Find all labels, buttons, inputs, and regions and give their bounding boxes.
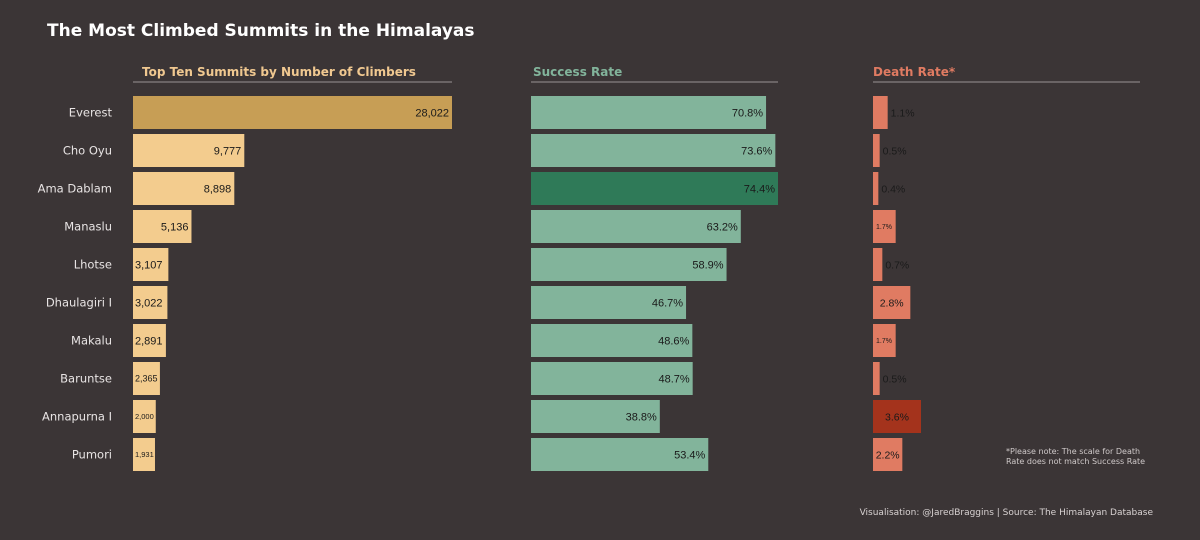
value-label-death: 2.2% <box>876 449 900 461</box>
bar-death <box>873 134 880 167</box>
panel-title-death: Death Rate* <box>873 65 956 79</box>
value-label-success: 53.4% <box>674 449 705 461</box>
category-label: Dhaulagiri I <box>46 296 112 310</box>
value-label-climbers: 2,000 <box>135 412 154 421</box>
bar-success <box>531 96 767 129</box>
value-label-success: 38.8% <box>626 411 657 423</box>
value-label-climbers: 5,136 <box>161 221 189 233</box>
note-line-2: Rate does not match Success Rate <box>1006 457 1145 466</box>
category-label: Ama Dablam <box>38 182 112 196</box>
bar-success <box>531 362 693 395</box>
credit-text: Visualisation: @JaredBraggins | Source: … <box>860 508 1154 518</box>
category-label: Annapurna I <box>42 410 112 424</box>
value-label-climbers: 2,365 <box>135 374 158 384</box>
value-label-death: 1.7% <box>876 224 892 231</box>
bar-climbers <box>133 400 156 433</box>
bar-death <box>873 210 896 243</box>
value-label-death: 1.7% <box>876 338 892 345</box>
value-label-death: 3.6% <box>885 411 909 423</box>
bar-death <box>873 400 921 433</box>
category-label: Baruntse <box>60 372 112 386</box>
bar-climbers <box>133 134 245 167</box>
value-label-success: 63.2% <box>707 221 738 233</box>
bar-death <box>873 438 903 471</box>
bar-climbers <box>133 96 452 129</box>
bar-success <box>531 324 693 357</box>
value-label-climbers: 2,891 <box>135 335 163 347</box>
value-label-success: 48.6% <box>658 335 689 347</box>
value-label-success: 48.7% <box>658 373 689 385</box>
value-label-death: 0.5% <box>883 373 907 385</box>
value-label-climbers: 28,022 <box>415 107 449 119</box>
value-label-climbers: 3,107 <box>135 259 163 271</box>
bar-climbers <box>133 172 235 205</box>
category-label: Manaslu <box>64 220 112 234</box>
bar-death <box>873 324 896 357</box>
category-label: Pumori <box>72 448 112 462</box>
bar-climbers <box>133 438 155 471</box>
category-label: Makalu <box>71 334 112 348</box>
bar-climbers <box>133 324 166 357</box>
chart-panels: Top Ten Summits by Number of Climbers Eve… <box>38 65 1140 471</box>
bar-climbers <box>133 210 192 243</box>
bar-death <box>873 96 888 129</box>
value-label-success: 70.8% <box>732 107 763 119</box>
bar-climbers <box>133 286 168 319</box>
bar-death <box>873 248 883 281</box>
bar-success <box>531 248 727 281</box>
value-label-success: 46.7% <box>652 297 683 309</box>
category-label: Cho Oyu <box>63 144 112 158</box>
value-label-death: 0.7% <box>885 259 909 271</box>
bar-success <box>531 134 776 167</box>
value-label-success: 58.9% <box>692 259 723 271</box>
bar-success <box>531 400 660 433</box>
value-label-success: 74.4% <box>744 183 775 195</box>
value-label-climbers: 1,931 <box>135 450 154 459</box>
bar-success <box>531 172 778 205</box>
value-label-climbers: 8,898 <box>204 183 232 195</box>
bar-success <box>531 286 687 319</box>
bar-climbers <box>133 362 160 395</box>
category-label: Everest <box>69 106 113 120</box>
panel-title-success: Success Rate <box>533 65 622 79</box>
bar-death <box>873 286 911 319</box>
panel-title-climbers: Top Ten Summits by Number of Climbers <box>142 65 416 79</box>
value-label-death: 0.5% <box>883 145 907 157</box>
bar-success <box>531 210 741 243</box>
bar-death <box>873 172 879 205</box>
bar-success <box>531 438 709 471</box>
value-label-climbers: 9,777 <box>214 145 242 157</box>
value-label-climbers: 3,022 <box>135 297 163 309</box>
chart-title: The Most Climbed Summits in the Himalaya… <box>47 21 475 41</box>
note-line-1: *Please note: The scale for Death <box>1006 447 1140 456</box>
value-label-death: 2.8% <box>880 297 904 309</box>
bar-death <box>873 362 880 395</box>
bar-climbers <box>133 248 169 281</box>
value-label-success: 73.6% <box>741 145 772 157</box>
value-label-death: 0.4% <box>881 183 905 195</box>
category-label: Lhotse <box>74 258 112 272</box>
value-label-death: 1.1% <box>891 107 915 119</box>
